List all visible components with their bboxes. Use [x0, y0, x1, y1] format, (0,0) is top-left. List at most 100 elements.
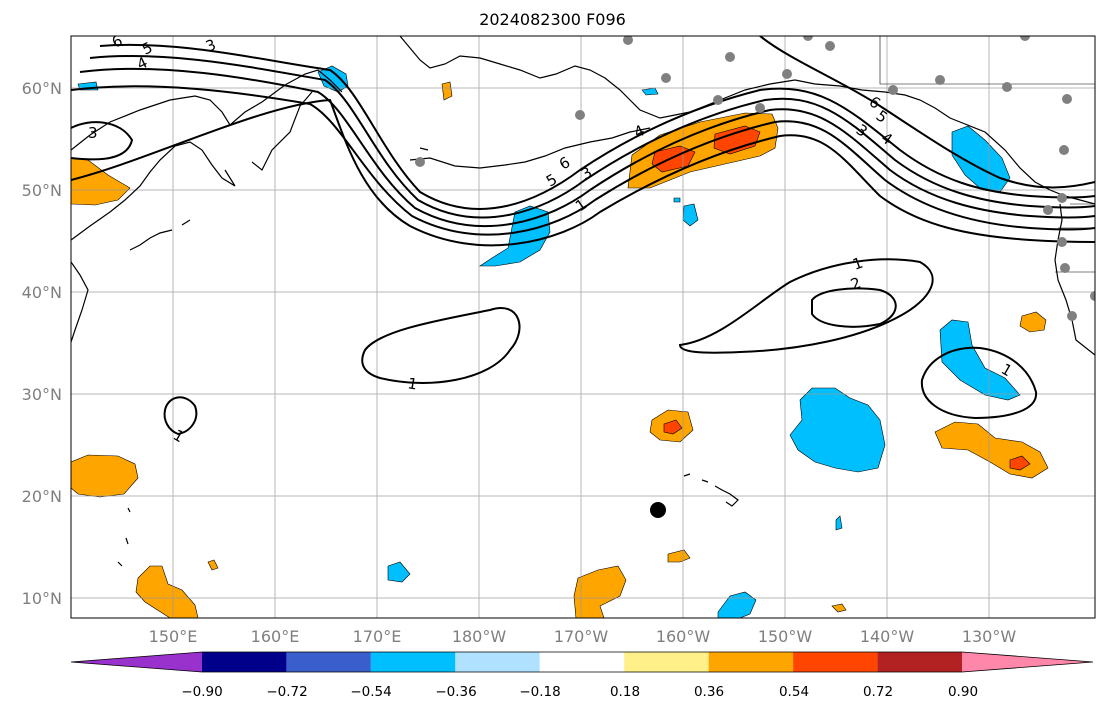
colorbar: −0.90 −0.72 −0.54 −0.36 −0.18 0.18 0.36 …	[70, 651, 1094, 700]
latitude-axis: 60°N 50°N 40°N 30°N 20°N 10°N	[22, 79, 62, 608]
colorbar-segment	[793, 652, 878, 672]
contour-label: 5	[543, 170, 560, 190]
station-dot	[1043, 205, 1053, 215]
colorbar-tick-label: 0.18	[610, 684, 640, 700]
coast-aleutian	[409, 127, 651, 169]
shade-blue-small-b	[673, 197, 681, 203]
station-dot	[713, 95, 723, 105]
contour-1-west	[163, 396, 198, 436]
shade-blue-south-a	[387, 561, 411, 583]
colorbar-segment	[455, 652, 540, 672]
station-dot	[1002, 82, 1012, 92]
station-dot	[803, 36, 813, 41]
shading-layer	[71, 65, 1049, 618]
lat-tick-label: 40°N	[22, 283, 62, 302]
shade-blue-central	[789, 387, 886, 473]
contour-1	[71, 98, 1095, 247]
lon-tick-label: 180°W	[452, 627, 507, 646]
lon-tick-label: 150°W	[758, 627, 813, 646]
contour-4	[79, 67, 1095, 227]
target-marker	[650, 502, 666, 518]
station-dot	[1090, 291, 1095, 301]
shade-orange-east-band	[934, 421, 1049, 479]
shade-orange-bering	[441, 81, 453, 101]
station-dot	[1062, 94, 1072, 104]
shade-red-hawaii-ne	[663, 419, 683, 435]
coast-islands-w	[117, 507, 131, 567]
colorbar-tick-label: 0.36	[694, 684, 724, 700]
colorbar-tick-label: −0.90	[181, 684, 222, 700]
map-title: 2024082300 F096	[479, 10, 626, 29]
shade-orange-south-center	[573, 565, 627, 618]
coast-alaska-gulf	[794, 79, 1095, 205]
shade-orange-northwest	[71, 157, 131, 206]
shade-orange-gulf	[627, 112, 779, 189]
map-plot-area: 6 5 4 3 3 6 5 4 3 1 6 5 3 4 1 2 1 1 1	[71, 36, 1095, 618]
shade-orange-south-sw	[135, 565, 199, 618]
contour-3	[71, 85, 1095, 236]
coast-alaska-west	[399, 36, 796, 119]
contour-2-east	[811, 287, 897, 328]
colorbar-outline	[70, 651, 1094, 673]
shade-blue-south-b	[717, 591, 757, 618]
colorbar-tick-label: −0.18	[519, 684, 560, 700]
station-dot	[888, 85, 898, 95]
shade-blue-east-pacific	[939, 319, 1021, 401]
shade-blue-tiny-south	[835, 515, 843, 531]
colorbar-tick-labels: −0.90 −0.72 −0.54 −0.36 −0.18 0.18 0.36 …	[181, 684, 978, 700]
station-dots	[415, 36, 1095, 321]
contour-1-center	[361, 307, 521, 384]
station-dot	[725, 52, 735, 62]
contour-5	[89, 55, 1095, 219]
lon-tick-label: 150°E	[149, 627, 198, 646]
shade-blue-small-a	[682, 203, 699, 227]
lon-tick-label: 160°E	[251, 627, 300, 646]
station-dot	[1059, 145, 1069, 155]
station-dot	[755, 103, 765, 113]
coast-kuril	[129, 219, 191, 251]
colorbar-segment	[286, 652, 371, 672]
lat-tick-label: 20°N	[22, 487, 62, 506]
contour-6-ne	[759, 36, 1095, 189]
coastlines	[71, 36, 1095, 567]
colorbar-segment	[202, 652, 287, 672]
contour-1-sw-east	[920, 346, 1038, 420]
shade-orange-west	[71, 454, 139, 498]
station-dot	[575, 110, 585, 120]
station-dot	[623, 36, 633, 45]
map-frame	[70, 35, 1096, 619]
contour-label: 6	[556, 153, 573, 173]
shade-orange-tiny-w	[207, 559, 219, 571]
lon-tick-label: 140°W	[860, 627, 915, 646]
coast-na-west	[1054, 203, 1095, 356]
contour-lines	[71, 36, 1095, 436]
contour-label: 1	[406, 374, 419, 393]
shade-red-gulf-b	[713, 125, 761, 155]
station-dot	[1067, 311, 1077, 321]
lat-tick-label: 10°N	[22, 589, 62, 608]
lon-tick-label: 170°E	[353, 627, 402, 646]
colorbar-segment	[539, 652, 625, 672]
longitude-axis: 150°E 160°E 170°E 180°W 170°W 160°W 150°…	[149, 627, 1017, 646]
station-dot	[782, 69, 792, 79]
station-dot	[1020, 36, 1030, 41]
contour-label: 3	[88, 124, 98, 142]
station-dot	[415, 157, 425, 167]
colorbar-segment	[877, 652, 962, 672]
shade-blue-aleutian	[479, 205, 551, 267]
lon-tick-label: 170°W	[554, 627, 609, 646]
gridlines	[71, 36, 1095, 618]
contour-labels: 6 5 4 3 3 6 5 4 3 1 6 5 3 4 1 2 1 1 1	[88, 36, 1015, 446]
lon-tick-label: 160°W	[656, 627, 711, 646]
coast-asia-mainland	[71, 141, 236, 343]
colorbar-tick-label: 0.54	[779, 684, 809, 700]
colorbar-extend-low	[71, 652, 202, 672]
lat-tick-label: 50°N	[22, 181, 62, 200]
shade-orange-tiny-south	[831, 603, 847, 613]
coast-kamchatka	[71, 69, 343, 171]
lat-tick-label: 60°N	[22, 79, 62, 98]
shade-orange-small-south	[667, 549, 691, 563]
contour-label: 2	[848, 274, 863, 294]
station-dot	[1060, 263, 1070, 273]
